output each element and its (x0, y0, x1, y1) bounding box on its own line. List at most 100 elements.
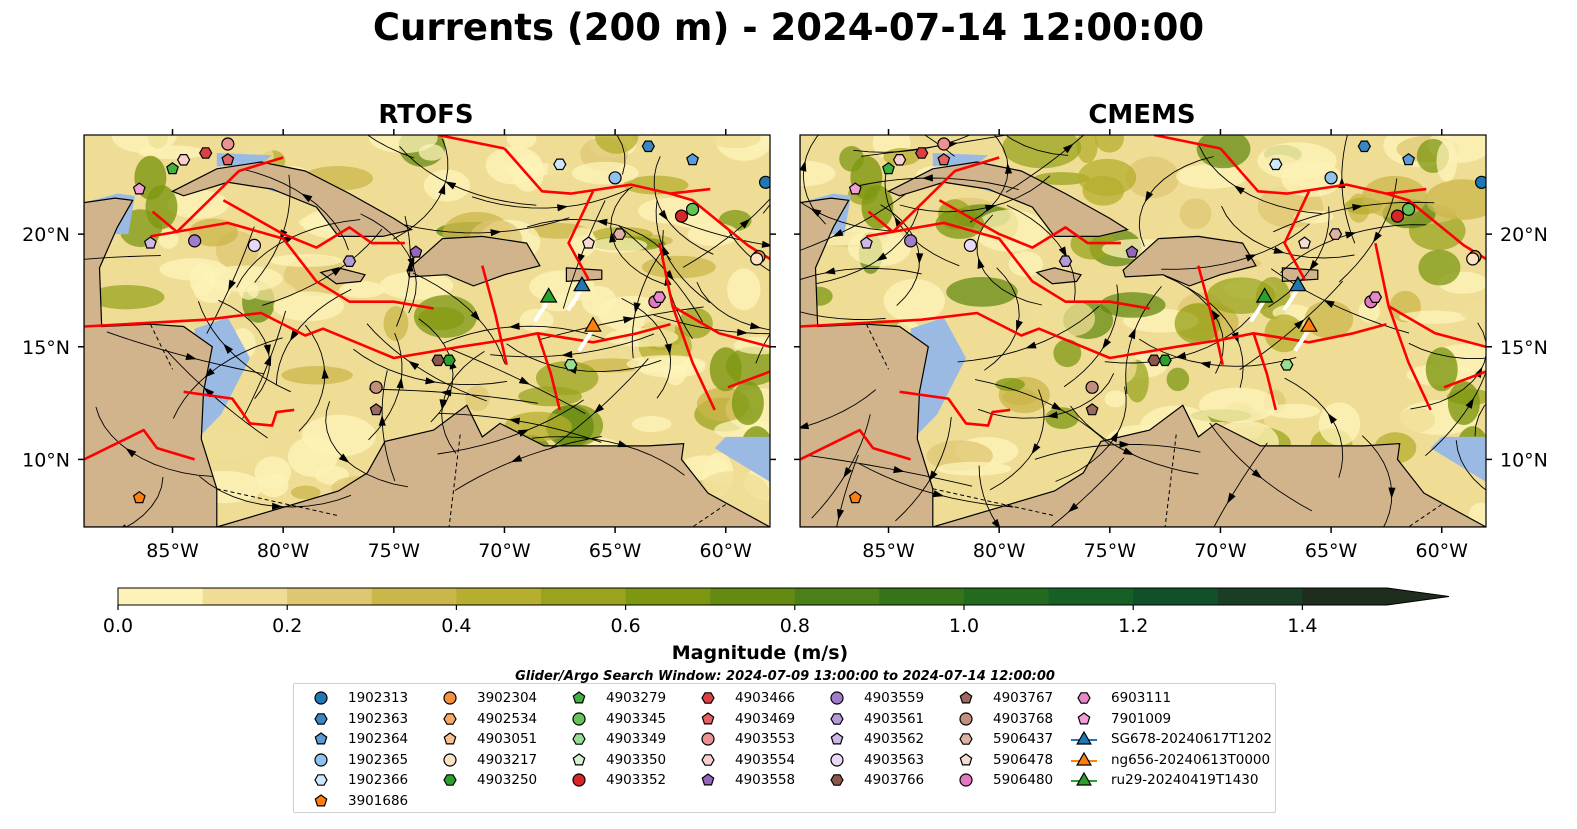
argo-float-marker (247, 238, 261, 252)
eez-boundary (84, 428, 195, 461)
legend-marker-icon (314, 691, 328, 705)
streamline (884, 172, 960, 267)
legend-item: 4903349 (564, 729, 666, 749)
magnitude-patch (518, 386, 582, 407)
argo-float-marker (1328, 228, 1343, 240)
colorbar-segment (456, 588, 542, 605)
streamline (395, 216, 411, 327)
argo-float-marker (1125, 245, 1139, 258)
streamline (366, 323, 487, 402)
legend-marker-icon (572, 773, 586, 787)
magnitude-patch (1076, 135, 1098, 164)
argo-float-marker (1269, 158, 1283, 171)
legend-shape (830, 691, 844, 705)
legend-shape (314, 732, 328, 745)
magnitude-patch (418, 144, 445, 161)
magnitude-patch (883, 278, 946, 323)
glider-track (533, 298, 551, 323)
magnitude-patch (589, 237, 648, 253)
glider-track (1282, 287, 1300, 312)
streamline-arrow (272, 502, 283, 510)
streamline (1198, 145, 1322, 215)
streamline (978, 465, 1000, 527)
streamline-arrow (1046, 411, 1058, 419)
streamline-arrow (561, 350, 573, 359)
lon-tick-label: 85°W (146, 540, 199, 562)
lon-tick-label: 75°W (1084, 540, 1137, 562)
streamline (84, 255, 161, 260)
argo-float-marker (750, 252, 764, 266)
streamline (1125, 286, 1162, 394)
map-content (84, 135, 770, 527)
streamline (526, 218, 672, 261)
legend-shape (572, 711, 586, 726)
legend-shape (959, 711, 973, 726)
streamline-arrow (1102, 338, 1112, 350)
streamline-arrow (490, 229, 502, 237)
streamline-arrow (425, 377, 437, 385)
colorbar-segment (1302, 588, 1388, 605)
legend-marker-icon (1071, 751, 1097, 766)
argo-float-marker (686, 153, 700, 166)
magnitude-patch (1418, 249, 1461, 286)
streamline (1221, 205, 1355, 259)
argo-float-marker (892, 154, 907, 166)
streamline-arrow (331, 266, 343, 276)
argo-float-marker (199, 147, 213, 159)
colorbar-tick-label: 1.4 (1287, 615, 1317, 637)
legend-shape (959, 773, 973, 787)
argo-float-marker (1324, 171, 1338, 185)
streamline-arrow (800, 308, 801, 310)
legend-item: 4903345 (564, 709, 666, 729)
streamline-arrow (1110, 431, 1119, 443)
streamline-arrow (837, 508, 845, 521)
legend-label: 7901009 (1111, 710, 1172, 727)
legend-marker-icon (959, 733, 973, 745)
streamline (236, 219, 361, 288)
streamline (353, 348, 508, 386)
legend-item: 4903217 (435, 750, 537, 770)
eez-boundary (1387, 305, 1486, 349)
streamline-arrow (593, 403, 605, 414)
colorbar-segment (541, 588, 627, 605)
eez-boundary (481, 265, 508, 366)
eez-boundary (867, 156, 1000, 234)
streamline (1273, 201, 1435, 233)
streamline-arrow (1005, 162, 1013, 175)
streamline (858, 463, 1014, 508)
lon-tick-label: 80°W (973, 540, 1026, 562)
legend-label: ng656-20240613T0000 (1111, 751, 1271, 768)
legend-shape (1077, 692, 1091, 704)
argo-float-marker (564, 359, 578, 371)
streamline (106, 331, 265, 375)
legend-label: 6903111 (1111, 690, 1172, 706)
country-border (149, 323, 173, 370)
streamline (923, 135, 955, 157)
legend-marker-icon (443, 753, 457, 767)
eez-boundary (800, 311, 1387, 360)
country-border (448, 434, 461, 527)
argo-float-marker (882, 162, 895, 175)
legend-shape (830, 774, 844, 787)
legend-item: 7901009 (1069, 709, 1171, 729)
streamline (437, 399, 584, 455)
streamline (1239, 280, 1344, 370)
legend-label: 4903352 (606, 772, 667, 789)
streamline (490, 333, 655, 358)
streamline-arrow (508, 322, 520, 330)
magnitude-patch (194, 429, 267, 461)
colorbar-label: Magnitude (m/s) (671, 642, 849, 664)
legend-item: 6903111 (1069, 688, 1171, 708)
legend-marker-icon (701, 692, 715, 704)
streamline-arrow (1233, 185, 1245, 195)
eez-boundary (866, 221, 1150, 310)
legend-marker-icon (443, 691, 457, 705)
streamline-arrow (1251, 469, 1263, 479)
legend-triangle (1076, 751, 1092, 766)
legend-label: 4903768 (993, 710, 1054, 727)
streamline-arrow (223, 343, 234, 355)
streamline-arrow (737, 328, 749, 336)
legend-shape (572, 691, 586, 704)
streamline (1164, 275, 1224, 374)
legend-marker-icon (314, 732, 328, 745)
